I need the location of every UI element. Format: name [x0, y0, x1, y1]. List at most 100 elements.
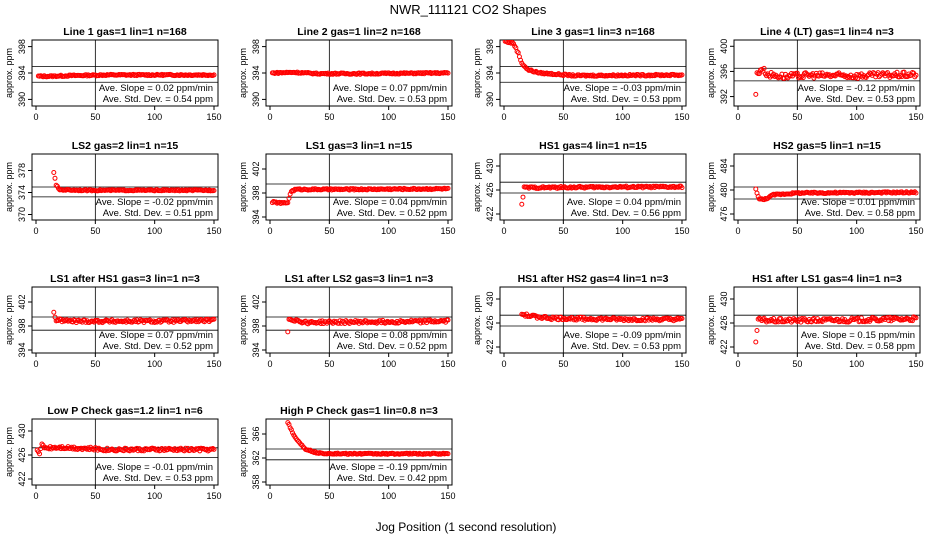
data-point [885, 315, 891, 321]
data-point [788, 319, 794, 325]
data-point [76, 317, 82, 323]
panel-title: HS1 after HS2 gas=4 lin=1 n=3 [518, 273, 669, 285]
slope-annotation: Ave. Slope = -0.01 ppm/min [96, 462, 213, 473]
y-tick-label: 394 [251, 342, 261, 357]
data-point [211, 446, 217, 452]
y-tick-label: 394 [17, 342, 27, 357]
y-axis-label: approx. ppm [238, 427, 248, 477]
data-point [336, 320, 342, 326]
data-point [775, 75, 781, 81]
data-point [679, 315, 685, 321]
x-tick-label: 50 [558, 226, 568, 236]
y-axis-label: approx. ppm [238, 162, 248, 212]
data-point [800, 75, 806, 81]
slope-annotation: Ave. Slope = 0.15 ppm/min [801, 330, 915, 341]
y-tick-label: 402 [251, 161, 261, 176]
data-point [39, 441, 45, 447]
x-tick-label: 150 [206, 359, 221, 369]
panel-title: LS1 after HS1 gas=3 lin=1 n=3 [50, 273, 200, 285]
panel-11: HS1 after HS2 gas=4 lin=1 n=3 0 50 100 150 42… [472, 273, 690, 369]
data-point [885, 70, 891, 76]
y-axis-label: approx. ppm [472, 295, 482, 345]
data-points [519, 183, 685, 207]
stddev-annotation: Ave. Std. Dev. = 0.51 ppm [103, 208, 213, 219]
y-tick-label: 400 [719, 39, 729, 54]
x-tick-label: 100 [381, 112, 396, 122]
y-tick-label: 430 [485, 291, 495, 306]
data-point [285, 200, 291, 206]
x-tick-label: 50 [792, 112, 802, 122]
y-axis-label: approx. ppm [4, 427, 14, 477]
x-tick-label: 0 [735, 112, 740, 122]
data-point [445, 451, 451, 457]
data-point [571, 317, 577, 323]
y-tick-label: 422 [485, 206, 495, 221]
x-tick-label: 50 [324, 359, 334, 369]
y-tick-label: 396 [719, 64, 729, 79]
data-point [754, 328, 760, 334]
data-points [753, 186, 919, 203]
stddev-annotation: Ave. Std. Dev. = 0.52 ppm [103, 341, 213, 352]
data-point [622, 316, 628, 322]
data-point [787, 73, 793, 79]
data-point [317, 318, 323, 324]
y-tick-label: 430 [485, 158, 495, 173]
data-point [181, 448, 187, 454]
y-tick-label: 394 [485, 65, 495, 80]
y-tick-label: 366 [251, 426, 261, 441]
data-point [445, 70, 451, 76]
y-tick-label: 402 [17, 294, 27, 309]
x-tick-label: 100 [615, 112, 630, 122]
panel-title: HS2 gas=5 lin=1 n=15 [773, 140, 881, 152]
panel-2: Line 2 gas=1 lin=2 n=168 0 50 100 150 390 394 3… [238, 26, 456, 122]
x-tick-label: 0 [501, 226, 506, 236]
x-tick-label: 50 [90, 491, 100, 501]
slope-annotation: Ave. Slope = 0.01 ppm/min [801, 197, 915, 208]
y-axis-label: approx. ppm [472, 162, 482, 212]
x-tick-label: 50 [324, 112, 334, 122]
x-tick-label: 0 [33, 226, 38, 236]
y-tick-label: 394 [17, 65, 27, 80]
data-point [894, 69, 900, 75]
plot-frame [733, 39, 921, 107]
panel-title: Line 4 (LT) gas=1 lin=4 n=3 [760, 26, 894, 38]
data-point [799, 73, 805, 79]
data-point [417, 317, 423, 323]
y-tick-label: 430 [719, 291, 729, 306]
stddev-annotation: Ave. Std. Dev. = 0.53 ppm [571, 341, 681, 352]
plot-frame [265, 153, 453, 221]
data-point [913, 72, 919, 78]
data-point [514, 49, 520, 55]
data-point [847, 318, 853, 324]
y-tick-label: 358 [251, 474, 261, 489]
x-tick-label: 150 [206, 491, 221, 501]
data-point [753, 339, 759, 345]
data-point [761, 65, 767, 71]
x-tick-label: 0 [267, 359, 272, 369]
slope-annotation: Ave. Slope = 0.04 ppm/min [333, 197, 447, 208]
stddev-annotation: Ave. Std. Dev. = 0.53 ppm [337, 94, 447, 105]
y-tick-label: 390 [251, 92, 261, 107]
x-tick-label: 150 [440, 359, 455, 369]
y-axis-label: approx. ppm [706, 162, 716, 212]
data-points [51, 169, 217, 194]
data-point [211, 188, 217, 194]
y-tick-label: 480 [719, 182, 729, 197]
data-point [839, 316, 845, 322]
x-tick-label: 0 [735, 226, 740, 236]
x-tick-label: 50 [90, 226, 100, 236]
data-point [913, 315, 919, 321]
data-point [37, 451, 43, 457]
data-point [166, 319, 172, 325]
y-axis-label: approx. ppm [4, 48, 14, 98]
x-tick-label: 50 [792, 226, 802, 236]
data-point [773, 319, 779, 325]
panels-group: Line 1 gas=1 lin=1 n=168 0 50 100 150 390 394 3… [4, 26, 924, 501]
data-point [518, 57, 524, 63]
y-tick-label: 370 [17, 207, 27, 222]
panel-5: LS2 gas=2 lin=1 n=15 0 50 100 150 370 374 378ap… [4, 140, 222, 236]
data-point [679, 185, 685, 191]
panel-title: HS1 after LS1 gas=4 lin=1 n=3 [752, 273, 902, 285]
data-points [285, 420, 451, 457]
y-tick-label: 398 [17, 39, 27, 54]
